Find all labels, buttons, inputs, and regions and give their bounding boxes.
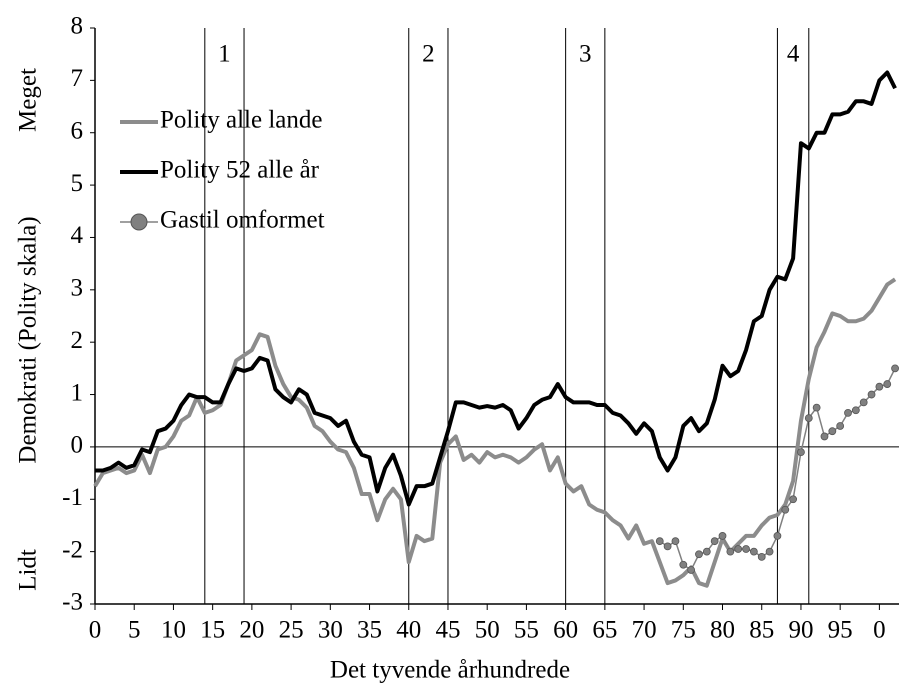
series-marker: [828, 427, 837, 436]
series-marker: [844, 408, 852, 417]
x-tick-label: 60: [553, 617, 578, 644]
series-marker: [797, 448, 805, 457]
series-marker: [671, 537, 680, 546]
x-tick-label: 65: [592, 617, 617, 644]
series-marker: [804, 414, 813, 423]
x-tick-label: 90: [788, 617, 813, 644]
series-marker: [726, 547, 735, 556]
y-tick-label: 5: [71, 170, 84, 197]
legend-label: Gastil omformet: [160, 207, 325, 234]
y-axis-label-low: Lidt: [15, 549, 42, 591]
series-marker: [851, 406, 860, 415]
series-marker: [891, 364, 899, 373]
x-tick-label: 25: [279, 617, 304, 644]
x-tick-label: 30: [318, 617, 343, 644]
y-tick-label: 0: [71, 432, 84, 459]
series-marker: [812, 403, 821, 412]
series-marker: [679, 560, 688, 569]
x-tick-label: 10: [161, 617, 186, 644]
series-marker: [655, 537, 664, 546]
y-tick-label: -3: [62, 589, 83, 616]
series-marker: [789, 495, 798, 504]
legend-label: Polity alle lande: [160, 107, 322, 134]
series-marker: [867, 390, 876, 399]
series-marker: [749, 547, 758, 556]
x-tick-label: 20: [239, 617, 264, 644]
y-tick-label: -2: [62, 536, 83, 563]
y-tick-label: 7: [71, 65, 84, 92]
x-tick-label: 80: [710, 617, 735, 644]
y-tick-label: 6: [71, 117, 84, 144]
series-marker: [820, 432, 829, 441]
x-tick-label: 85: [749, 617, 774, 644]
x-tick-label: 45: [435, 617, 460, 644]
series-marker: [883, 380, 892, 388]
x-tick-label: 0: [873, 617, 886, 644]
x-tick-label: 95: [828, 617, 853, 644]
period-label: 1: [218, 41, 231, 68]
series-marker: [875, 382, 884, 391]
y-tick-label: -1: [62, 484, 83, 511]
y-tick-label: 8: [71, 13, 84, 40]
y-tick-label: 4: [71, 222, 84, 249]
period-label: 3: [579, 41, 592, 68]
period-label: 2: [422, 41, 435, 68]
x-tick-label: 55: [514, 617, 539, 644]
series-marker: [687, 566, 696, 574]
series-marker: [710, 537, 719, 546]
series-marker: [718, 532, 727, 540]
x-tick-label: 40: [396, 617, 421, 644]
series-marker: [702, 547, 711, 556]
series-marker: [773, 532, 782, 540]
x-tick-label: 50: [475, 617, 500, 644]
y-tick-label: 1: [71, 379, 84, 406]
x-axis-label: Det tyvende århundrede: [330, 657, 570, 684]
legend-marker: [130, 213, 148, 231]
x-tick-label: 70: [632, 617, 657, 644]
series-marker: [765, 547, 774, 556]
series-marker: [734, 545, 743, 553]
series-marker: [742, 545, 750, 553]
series-marker: [859, 398, 868, 407]
x-tick-label: 15: [200, 617, 225, 644]
series-marker: [836, 422, 845, 430]
x-tick-label: 35: [357, 617, 382, 644]
series-marker: [781, 505, 790, 514]
x-tick-label: 5: [128, 617, 141, 644]
x-tick-label: 0: [89, 617, 102, 644]
y-axis-label: Demokrati (Polity skala): [15, 216, 42, 463]
series-marker: [663, 542, 672, 551]
series-marker: [695, 550, 703, 559]
x-tick-label: 75: [671, 617, 696, 644]
y-tick-label: 2: [71, 327, 84, 354]
period-label: 4: [787, 41, 800, 68]
y-tick-label: 3: [71, 275, 84, 302]
series-line: [95, 70, 897, 507]
series-marker: [757, 552, 766, 561]
legend-label: Polity 52 alle år: [160, 157, 320, 184]
y-axis-label-high: Meget: [15, 68, 42, 132]
